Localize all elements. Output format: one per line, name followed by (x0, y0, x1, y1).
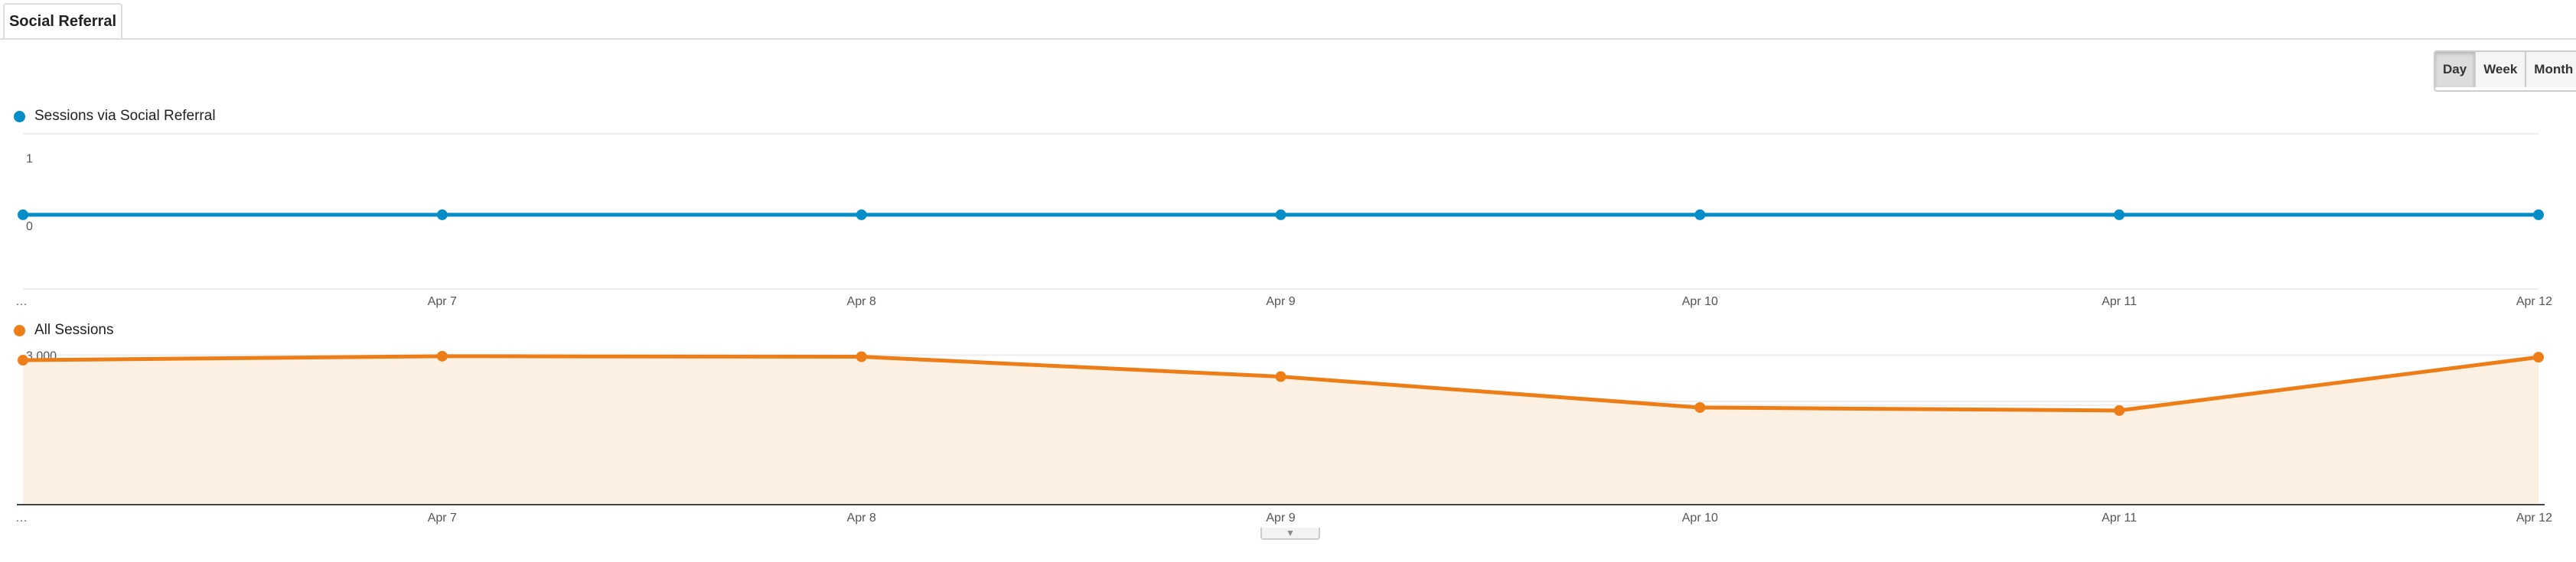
data-point (1275, 209, 1286, 220)
expand-chart-handle[interactable]: ▼ (1260, 528, 1320, 540)
y-tick-label: 0 (26, 220, 33, 233)
data-point (1275, 371, 1286, 382)
week-button[interactable]: Week (2476, 52, 2527, 87)
x-tick-label: Apr 11 (2102, 295, 2137, 308)
x-tick-label: Apr 11 (2102, 512, 2137, 525)
x-tick-label: … (15, 295, 28, 308)
tab-social-referral[interactable]: Social Referral (3, 3, 122, 38)
area-fill (23, 356, 2539, 505)
x-tick-label: Apr 10 (1682, 512, 1718, 525)
legend-social-referral: Sessions via Social Referral (14, 108, 216, 125)
legend-label-social-referral: Sessions via Social Referral (34, 108, 216, 124)
legend-dot-blue (14, 110, 25, 122)
data-point (2114, 209, 2125, 220)
data-point (436, 350, 448, 362)
data-point (1694, 401, 1706, 413)
y-tick-label: 1 (26, 153, 33, 166)
tab-bar: Social Referral (0, 0, 2576, 40)
x-tick-label: Apr 12 (2516, 512, 2552, 525)
day-button[interactable]: Day (2435, 52, 2477, 87)
data-point (2533, 209, 2544, 220)
date-range-toggle: Day Week Month (2434, 50, 2576, 92)
data-point (2533, 352, 2544, 363)
x-tick-label: Apr 7 (428, 295, 457, 308)
legend-label-all-sessions: All Sessions (34, 322, 114, 338)
x-tick-label: Apr 10 (1682, 295, 1718, 308)
x-tick-label: Apr 8 (847, 512, 876, 525)
x-tick-label: … (15, 512, 28, 525)
data-point (1694, 209, 1706, 220)
data-point (436, 209, 448, 220)
data-point (2114, 404, 2125, 416)
month-button[interactable]: Month (2526, 52, 2576, 87)
x-tick-label: Apr 12 (2516, 295, 2552, 308)
x-tick-label: Apr 7 (428, 512, 457, 525)
legend-dot-orange (14, 324, 25, 336)
data-point (856, 351, 867, 362)
chevron-down-icon: ▼ (1286, 528, 1295, 538)
data-point (18, 209, 28, 220)
x-tick-label: Apr 9 (1266, 295, 1295, 308)
x-tick-label: Apr 8 (847, 295, 876, 308)
x-tick-label: Apr 9 (1266, 512, 1295, 525)
legend-all-sessions: All Sessions (14, 322, 114, 339)
data-point (18, 355, 28, 366)
data-point (856, 209, 867, 220)
